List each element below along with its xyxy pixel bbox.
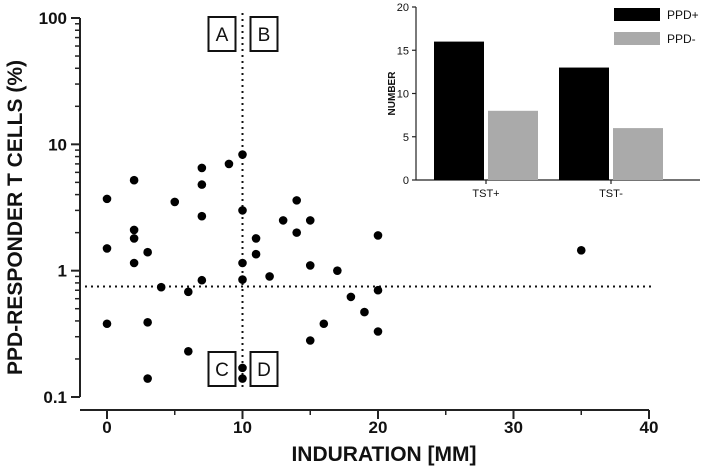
quadrant-label: A [216,25,229,46]
legend-label: PPD+ [667,8,699,22]
data-point [129,175,139,185]
inset-tick-labels: 0 5 10 15 20 TST+ TST- [397,2,623,200]
data-point [238,206,247,215]
legend-label: PPD- [667,32,696,46]
data-point [197,163,207,173]
inset-y-tick-label: 5 [403,132,409,144]
data-point [102,194,112,204]
x-tick-label: 30 [504,418,523,437]
data-point [238,363,247,373]
y-axis-title: PPD-RESPONDER T CELLS (%) [4,60,27,375]
x-axis-title: INDURATION [MM] [291,443,476,466]
data-point [224,159,234,169]
quadrant-box [207,351,237,387]
data-point [305,261,315,270]
quadrant-box [249,351,279,387]
data-point [156,282,166,292]
y-tick-label: 0.1 [43,388,67,407]
inset-y-axis-title: NUMBER [387,71,398,116]
reference-lines [85,13,651,387]
quadrant-label: B [258,25,271,46]
data-point [129,234,139,243]
quadrant-label: C [215,360,229,381]
data-point [238,374,247,383]
bar-ppdneg-1 [613,128,663,180]
inset-y-tick-label: 0 [403,175,409,187]
data-point [143,247,152,257]
data-point [292,228,302,237]
y-tick-label: 10 [48,135,67,154]
inset-y-tick-label: 20 [397,2,409,14]
x-tick-label: 0 [102,418,111,437]
y-tick-label: 100 [39,9,67,28]
data-point [305,336,315,345]
data-points [102,150,586,383]
data-point [129,258,139,268]
inset-bar-chart: 0 5 10 15 20 TST+ TST- NUMBER PPD+ PPD- [387,2,700,200]
legend-swatch [614,32,660,45]
data-point [265,272,274,281]
inset-y-tick-label: 10 [397,89,409,101]
data-point [360,307,369,317]
data-point [184,287,193,297]
data-point [238,275,247,284]
bar-ppdpos-0 [434,41,484,180]
data-point [197,211,207,221]
data-point [197,180,207,189]
inset-x-tick-label: TST+ [472,188,499,200]
data-point [278,216,288,225]
data-point [129,225,139,235]
quadrant-box [207,16,237,52]
x-tick-label: 20 [369,418,388,437]
data-point [197,275,207,285]
quadrant-box [249,16,279,52]
main-axes [71,17,650,419]
data-point [292,196,302,205]
data-point [373,327,383,336]
inset-x-tick-label: TST- [599,188,623,200]
data-point [170,197,180,207]
bar-ppdneg-0 [488,110,538,180]
data-point [143,374,152,383]
inset-y-tick-label: 15 [397,45,409,57]
quadrant-labels: A B C D [207,16,279,387]
data-point [238,258,247,268]
data-point [238,150,247,159]
data-point [251,249,261,259]
legend-swatch [614,8,660,21]
data-point [373,231,383,240]
x-tick-label: 10 [233,418,252,437]
data-point [251,234,261,243]
data-point [102,244,112,253]
data-point [333,266,342,275]
data-point [319,319,329,329]
bar-ppdpos-1 [559,67,609,180]
data-point [373,285,383,295]
inset-bars [434,41,663,180]
data-point [184,347,193,356]
x-tick-label: 40 [640,418,659,437]
y-tick-label: 1 [58,262,67,281]
data-point [576,245,586,255]
legend: PPD+ PPD- [614,8,699,46]
quadrant-label: D [257,360,271,381]
data-point [305,216,315,225]
data-point [143,318,152,327]
data-point [346,292,356,302]
data-point [102,319,112,329]
